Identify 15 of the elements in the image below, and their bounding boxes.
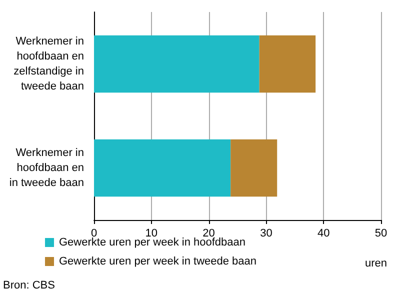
x-tick-label: 50: [374, 228, 388, 240]
bar: [230, 139, 278, 197]
y-tick-label: Werknemer in hoofdbaan en zelfstandige in tweede baan: [14, 36, 84, 92]
bar: [94, 139, 231, 197]
y-tick-label: Werknemer in hoofdbaan en in tweede baan: [9, 147, 84, 189]
bar: [94, 35, 260, 93]
x-tick-label: 30: [260, 228, 272, 240]
legend-label: Gewerkte uren per week in hoofdbaan: [59, 236, 246, 248]
x-tick-label: 0: [90, 228, 98, 240]
x-tick-label: 40: [317, 228, 330, 240]
x-tick-label: 10: [145, 228, 158, 240]
bar: [259, 35, 316, 93]
x-axis-title: uren: [364, 258, 388, 270]
text: Bron: CBS: [3, 280, 55, 292]
legend-label: Gewerkte uren per week in tweede baan: [59, 256, 257, 268]
